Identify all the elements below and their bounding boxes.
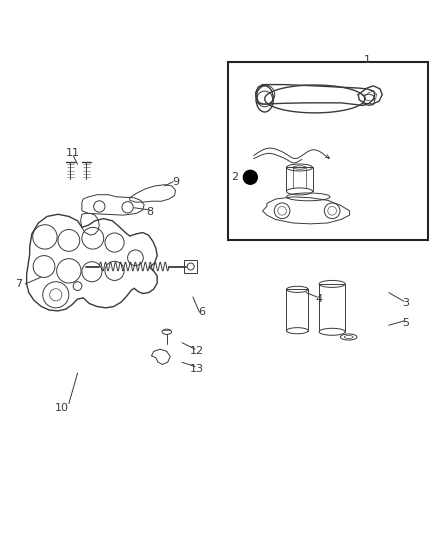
Text: 6: 6 xyxy=(198,307,205,317)
Ellipse shape xyxy=(286,328,308,334)
Circle shape xyxy=(244,171,257,184)
Text: 12: 12 xyxy=(190,346,204,357)
Text: 4: 4 xyxy=(315,294,323,304)
Text: 10: 10 xyxy=(55,403,69,413)
Text: 3: 3 xyxy=(403,298,410,309)
Text: 5: 5 xyxy=(403,318,410,328)
Ellipse shape xyxy=(319,328,345,335)
Bar xyxy=(319,284,345,332)
Bar xyxy=(184,260,197,273)
Text: 7: 7 xyxy=(15,279,22,289)
Text: 11: 11 xyxy=(66,148,80,158)
Text: 13: 13 xyxy=(190,364,204,374)
Ellipse shape xyxy=(286,188,313,195)
Bar xyxy=(228,62,428,240)
Bar xyxy=(286,289,308,330)
Text: 1: 1 xyxy=(364,55,371,65)
Text: 2: 2 xyxy=(231,172,238,182)
Text: 9: 9 xyxy=(172,176,179,187)
Bar xyxy=(286,167,313,191)
Text: 8: 8 xyxy=(146,207,153,217)
